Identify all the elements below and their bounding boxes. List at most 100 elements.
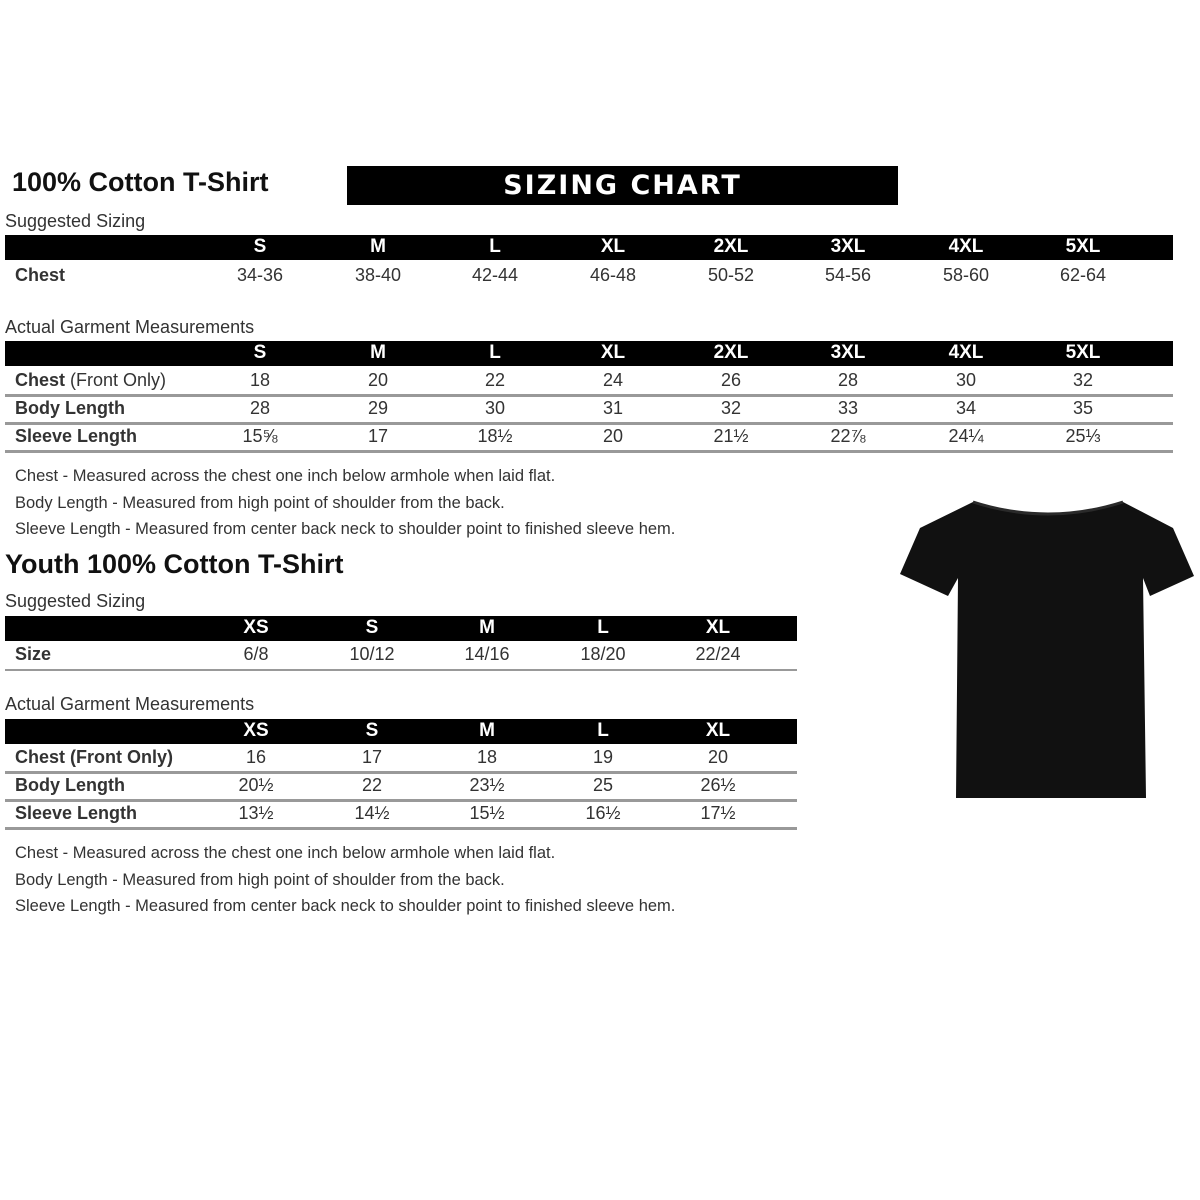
row-label-text: Chest (Front Only): [15, 747, 173, 767]
note-text: Chest - Measured across the chest one in…: [15, 467, 556, 485]
row-label-text: Chest: [15, 265, 66, 285]
table-cell: 35: [1072, 398, 1094, 418]
tshirt-icon: [900, 500, 1194, 798]
table-cell: 15⅝: [242, 426, 278, 446]
note-text: Sleeve Length - Measured from center bac…: [15, 897, 676, 915]
table-cell: 58-60: [942, 265, 990, 285]
size-header: XL: [600, 236, 626, 257]
row-label-text: Body Length: [15, 775, 125, 795]
row-label-text: Sleeve Length: [15, 803, 138, 823]
table-cell: 24¼: [948, 426, 984, 446]
size-header: M: [479, 720, 495, 741]
note-text: Sleeve Length - Measured from center bac…: [15, 520, 676, 538]
size-header: M: [479, 617, 495, 638]
row-label-text: Size: [15, 644, 52, 664]
size-header: M: [370, 342, 386, 363]
row-label-text: Sleeve Length: [15, 426, 138, 446]
table-cell: 62-64: [1059, 265, 1107, 285]
adult-suggested-label: Suggested Sizing: [5, 211, 146, 231]
sizing-chart-banner: SIZING CHART: [347, 166, 898, 205]
adult-title: 100% Cotton T-Shirt: [12, 167, 269, 197]
table-cell: 21½: [713, 426, 749, 446]
table-cell: 25⅓: [1065, 426, 1101, 446]
table-cell: 14/16: [464, 644, 510, 664]
row-label-text: Chest: [15, 370, 66, 390]
size-header: 2XL: [713, 236, 749, 257]
table-cell: 32: [1072, 370, 1094, 390]
table-cell: 54-56: [824, 265, 872, 285]
adult-suggested-row: Chest 34-36 38-40 42-44 46-48 50-52 54-56 58-60…: [5, 262, 1173, 290]
table-cell: 17½: [700, 803, 736, 823]
table-cell: 18: [249, 370, 271, 390]
youth-suggested-header: XS S M L XL: [5, 616, 797, 641]
adult-suggested-header: S M L XL 2XL 3XL 4XL 5XL: [5, 235, 1173, 260]
table-cell: 42-44: [471, 265, 519, 285]
table-cell: 50-52: [707, 265, 755, 285]
note-text: Body Length - Measured from high point o…: [15, 493, 505, 512]
table-cell: 24: [602, 370, 624, 390]
table-cell: 20: [602, 426, 624, 446]
table-cell: 20: [707, 747, 729, 767]
size-header: 4XL: [948, 236, 984, 257]
divider: [5, 450, 1173, 453]
row-label: Chest (Front Only): [15, 747, 173, 768]
size-header: 4XL: [948, 342, 984, 363]
table-cell: 13½: [238, 803, 274, 823]
divider: [5, 799, 797, 802]
table-cell: 26: [720, 370, 742, 390]
table-cell: 16: [245, 747, 267, 767]
table-cell: 14½: [354, 803, 390, 823]
table-cell: 23½: [469, 775, 505, 795]
note-text: Chest - Measured across the chest one in…: [15, 844, 556, 862]
table-cell: 20: [367, 370, 389, 390]
table-cell: 32: [720, 398, 742, 418]
size-header: 3XL: [830, 236, 866, 257]
divider: [5, 422, 1173, 425]
size-header: S: [253, 342, 267, 363]
row-label-extra: (Front Only): [65, 370, 167, 390]
adult-actual-label: Actual Garment Measurements: [5, 317, 255, 337]
table-cell: 22: [361, 775, 383, 795]
table-row: Sleeve Length 13½ 14½ 15½ 16½ 17½: [5, 800, 797, 828]
youth-actual-label: Actual Garment Measurements: [5, 694, 255, 714]
size-header: M: [370, 236, 386, 257]
size-header: XS: [243, 720, 269, 741]
table-cell: 30: [484, 398, 506, 418]
divider: [5, 827, 797, 830]
row-label: Sleeve Length: [15, 803, 137, 824]
table-row: Chest (Front Only) 18 20 22 24 26 28 30 32: [5, 367, 1173, 395]
table-cell: 46-48: [589, 265, 637, 285]
note-text: Body Length - Measured from high point o…: [15, 870, 505, 889]
row-label: Body Length: [15, 398, 125, 419]
size-header: 5XL: [1065, 236, 1101, 257]
size-header: L: [489, 236, 501, 257]
size-header: XS: [243, 617, 269, 638]
size-header: L: [597, 617, 609, 638]
table-cell: 18/20: [580, 644, 626, 664]
table-cell: 30: [955, 370, 977, 390]
table-cell: 28: [837, 370, 859, 390]
table-cell: 17: [367, 426, 389, 446]
table-cell: 26½: [700, 775, 736, 795]
row-label: Body Length: [15, 775, 125, 796]
table-cell: 15½: [469, 803, 505, 823]
size-header: 2XL: [713, 342, 749, 363]
table-cell: 28: [249, 398, 271, 418]
table-cell: 16½: [585, 803, 621, 823]
table-cell: 34: [955, 398, 977, 418]
divider: [5, 394, 1173, 397]
table-row: Body Length 20½ 22 23½ 25 26½: [5, 772, 797, 800]
table-cell: 22⅞: [830, 426, 866, 446]
size-header: XL: [705, 720, 731, 741]
youth-title: Youth 100% Cotton T-Shirt: [5, 549, 344, 579]
table-cell: 38-40: [354, 265, 402, 285]
table-cell: 17: [361, 747, 383, 767]
table-row: Chest (Front Only) 16 17 18 19 20: [5, 744, 797, 772]
size-header: 5XL: [1065, 342, 1101, 363]
table-cell: 29: [367, 398, 389, 418]
table-cell: 18½: [477, 426, 513, 446]
table-cell: 6/8: [243, 644, 269, 664]
table-cell: 31: [602, 398, 624, 418]
row-label-text: Body Length: [15, 398, 125, 418]
table-cell: 34-36: [236, 265, 284, 285]
